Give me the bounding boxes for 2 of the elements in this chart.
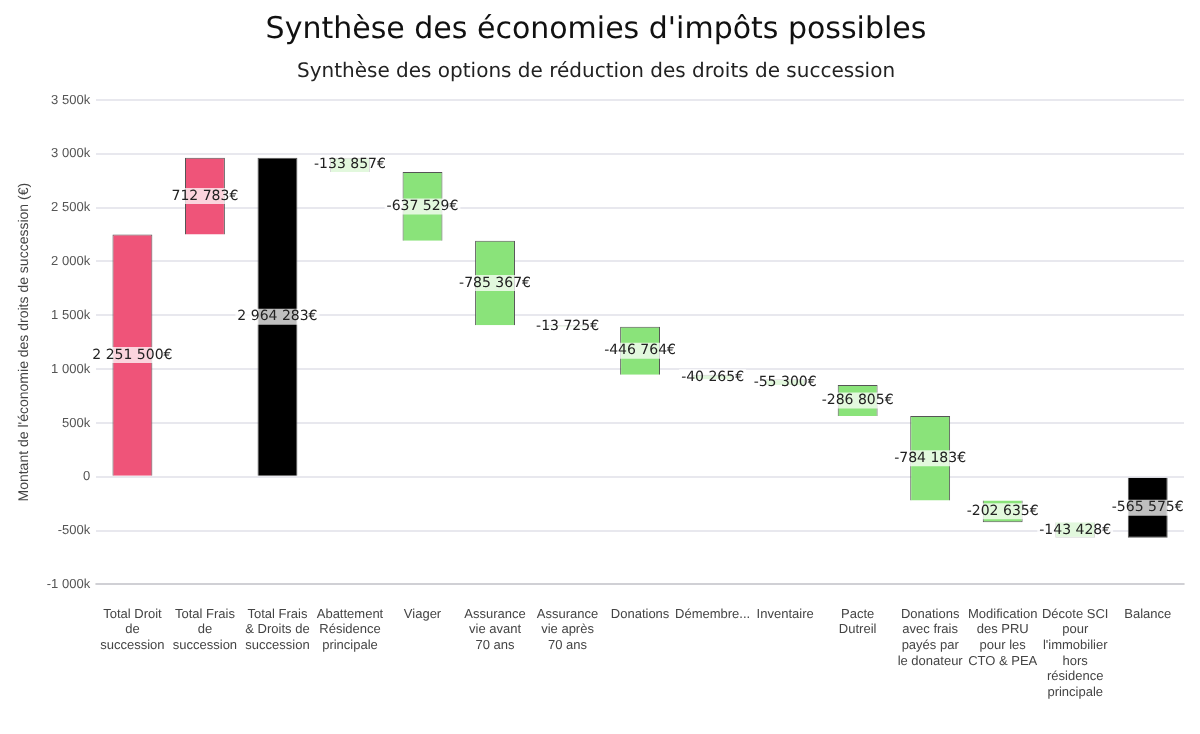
chart-subtitle: Synthèse des options de réduction des droits de succession xyxy=(296,61,896,84)
chart-title: Synthèse des économies d'impôts possibles xyxy=(265,9,927,46)
